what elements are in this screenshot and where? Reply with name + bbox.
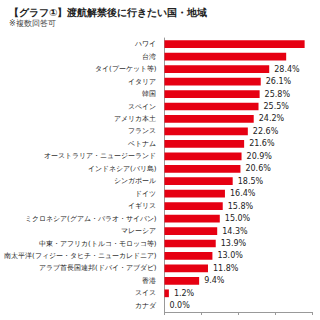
svg-text:13.0%: 13.0% bbox=[217, 251, 243, 260]
svg-text:24.2%: 24.2% bbox=[259, 114, 285, 123]
svg-text:※複数回答可: ※複数回答可 bbox=[9, 19, 56, 28]
svg-text:16.4%: 16.4% bbox=[230, 189, 256, 198]
svg-text:スペイン: スペイン bbox=[128, 103, 156, 111]
svg-text:ドイツ: ドイツ bbox=[135, 190, 156, 198]
svg-text:15.8%: 15.8% bbox=[228, 202, 254, 211]
svg-text:シンガポール: シンガポール bbox=[114, 177, 156, 185]
svg-text:18.5%: 18.5% bbox=[238, 177, 264, 186]
svg-text:28.4%: 28.4% bbox=[274, 65, 300, 74]
svg-text:1.2%: 1.2% bbox=[174, 289, 195, 298]
svg-text:アラブ首長国連邦(ドバイ・アブダビ): アラブ首長国連邦(ドバイ・アブダビ) bbox=[39, 264, 157, 272]
svg-text:9.4%: 9.4% bbox=[204, 276, 225, 285]
svg-text:韓国: 韓国 bbox=[142, 90, 156, 98]
svg-text:台湾: 台湾 bbox=[142, 53, 156, 61]
svg-text:スイス: スイス bbox=[135, 289, 156, 297]
svg-text:アメリカ本土: アメリカ本土 bbox=[114, 115, 156, 123]
svg-text:インドネシア(バリ島): インドネシア(バリ島) bbox=[88, 165, 157, 173]
svg-text:南太平洋(フィジー・タヒチ・ニューカレドニア): 南太平洋(フィジー・タヒチ・ニューカレドニア) bbox=[4, 252, 157, 260]
svg-text:25.8%: 25.8% bbox=[265, 90, 291, 99]
svg-text:中東・アフリカ(トルコ・モロッコ等): 中東・アフリカ(トルコ・モロッコ等) bbox=[39, 240, 157, 248]
svg-text:香港: 香港 bbox=[142, 277, 156, 285]
svg-text:26.1%: 26.1% bbox=[266, 77, 292, 86]
svg-text:マレーシア: マレーシア bbox=[121, 227, 156, 235]
svg-text:タイ(プーケット等): タイ(プーケット等) bbox=[95, 65, 157, 73]
svg-text:オーストラリア・ニュージーランド: オーストラリア・ニュージーランド bbox=[44, 152, 156, 160]
svg-text:フランス: フランス bbox=[128, 127, 156, 135]
svg-text:20.6%: 20.6% bbox=[245, 164, 271, 173]
svg-text:11.8%: 11.8% bbox=[213, 264, 239, 273]
svg-text:13.9%: 13.9% bbox=[221, 239, 247, 248]
svg-text:15.0%: 15.0% bbox=[225, 214, 251, 223]
svg-text:【グラフ①】渡航解禁後に行きたい国・地域: 【グラフ①】渡航解禁後に行きたい国・地域 bbox=[9, 7, 207, 18]
svg-text:21.6%: 21.6% bbox=[249, 139, 275, 148]
svg-text:イタリア: イタリア bbox=[128, 78, 156, 86]
svg-text:カナダ: カナダ bbox=[135, 302, 157, 310]
svg-text:ベトナム: ベトナム bbox=[128, 140, 156, 148]
svg-text:イギリス: イギリス bbox=[128, 202, 156, 210]
svg-text:22.6%: 22.6% bbox=[253, 127, 279, 136]
svg-text:14.3%: 14.3% bbox=[222, 227, 248, 236]
svg-text:20.9%: 20.9% bbox=[247, 152, 273, 161]
svg-text:0.0%: 0.0% bbox=[169, 301, 190, 310]
svg-text:ミクロネシア(グアム・パラオ・サイパン): ミクロネシア(グアム・パラオ・サイパン) bbox=[25, 215, 157, 223]
svg-text:ハワイ: ハワイ bbox=[134, 40, 156, 48]
svg-text:25.5%: 25.5% bbox=[264, 102, 290, 111]
